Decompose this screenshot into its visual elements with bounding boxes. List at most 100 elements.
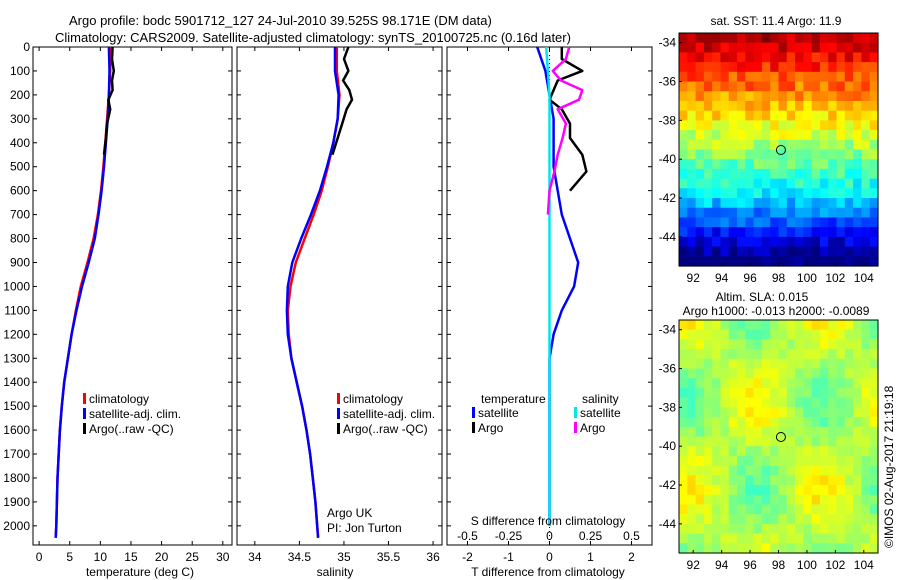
sst-map-cell xyxy=(786,188,796,199)
sst-map-cell xyxy=(745,130,755,141)
sla-map-cell xyxy=(778,533,788,544)
sst-map-cell xyxy=(737,33,746,44)
salinity-legend-swatch xyxy=(337,393,340,404)
sla-map-cell xyxy=(687,475,697,486)
sla-map-cell xyxy=(819,475,829,486)
sst-map-cell xyxy=(844,110,854,121)
sla-map-cell xyxy=(861,494,871,506)
sst-map-cell xyxy=(720,246,730,257)
sst-map-cell xyxy=(712,198,722,209)
salinity-satellite-line xyxy=(285,47,340,538)
sst-map-cell xyxy=(695,246,705,257)
sla-map-cell xyxy=(728,349,738,360)
sst-map-cell xyxy=(803,217,813,228)
sla-map-cell xyxy=(853,368,863,379)
sla-map-cell xyxy=(853,465,863,476)
sla-map-cell xyxy=(853,407,863,418)
sla-map-cell xyxy=(695,368,705,379)
sst-map-cell xyxy=(679,139,688,151)
sla-map-cell xyxy=(853,485,863,496)
sla-map-cell xyxy=(679,485,688,496)
sst-map-cell xyxy=(836,33,846,44)
sst-map-cell xyxy=(679,91,688,102)
sla-map-cell xyxy=(861,426,871,438)
salinity-legend-swatch xyxy=(337,423,340,434)
sst-map-cell xyxy=(836,100,846,112)
sst-map-cell xyxy=(703,91,713,102)
sst-map-cell xyxy=(844,71,854,83)
sst-map-cell xyxy=(853,207,863,219)
sst-map-cell xyxy=(786,246,796,257)
sst-map-cell xyxy=(828,71,838,83)
sla-map-cell xyxy=(753,436,763,447)
sst-map-cell xyxy=(819,100,829,112)
sla-map-cell xyxy=(786,349,796,360)
sla-map-cell xyxy=(695,475,705,486)
sst-map-cell xyxy=(778,110,788,121)
sla-map-cell xyxy=(720,533,730,544)
sst-map-cell xyxy=(761,227,771,238)
sla-map-cell xyxy=(836,407,846,418)
sla-map-cell xyxy=(869,329,879,341)
sla-map-cell xyxy=(803,446,813,457)
sst-map-cell xyxy=(844,236,854,248)
sla-map-cell xyxy=(869,426,879,438)
sst-map-cell xyxy=(753,52,763,63)
sla-map-cell xyxy=(687,543,697,554)
sla-map-cell xyxy=(795,465,804,476)
sla-map-cell xyxy=(853,329,863,341)
sla-map-cell xyxy=(803,475,813,486)
sst-map-cell xyxy=(703,81,713,92)
temperature-ytick-label: 0 xyxy=(23,40,30,54)
sst-map-ytick-label: -42 xyxy=(659,191,677,205)
sla-map-cell xyxy=(737,339,746,350)
sla-map-cell xyxy=(745,407,755,418)
sst-map-cell xyxy=(753,159,763,170)
sst-map-cell xyxy=(786,130,796,141)
temperature-legend-label: Argo(..raw -QC) xyxy=(89,422,174,436)
sla-map-cell xyxy=(853,523,863,535)
sla-map-cell xyxy=(836,329,846,341)
sst-map-cell xyxy=(861,198,871,209)
sla-map-cell xyxy=(770,368,780,379)
difference-xtick-label: 2 xyxy=(628,550,635,564)
sst-map-cell xyxy=(811,62,821,73)
sla-map-cell xyxy=(853,494,863,506)
difference-salinity-argo-line xyxy=(546,46,584,215)
sst-map-cell xyxy=(828,91,838,102)
sst-map-cell xyxy=(728,81,738,92)
sst-map-cell xyxy=(703,188,713,199)
sst-map-cell xyxy=(761,52,771,63)
sst-map-cell xyxy=(795,207,804,219)
sla-map-cell xyxy=(687,465,697,476)
temperature-ytick-label: 1000 xyxy=(3,279,30,293)
temperature-ytick-label: 400 xyxy=(10,136,30,150)
sla-map-cell xyxy=(811,417,821,428)
sst-map-cell xyxy=(753,130,763,141)
sst-map-cell xyxy=(786,42,796,54)
sst-map-cell xyxy=(795,188,804,199)
sla-map-cell xyxy=(737,320,746,331)
sst-map-cell xyxy=(737,71,746,83)
sst-map-cell xyxy=(869,149,879,160)
sst-map-cell xyxy=(803,33,813,44)
sla-map-cell xyxy=(737,514,746,525)
temperature-ytick-label: 1700 xyxy=(3,447,30,461)
sla-map-cell xyxy=(728,465,738,476)
sla-map-cell xyxy=(770,320,780,331)
sst-map-cell xyxy=(728,236,738,248)
sla-map-cell xyxy=(795,514,804,525)
sla-map-cell xyxy=(720,514,730,525)
sla-map-cell xyxy=(869,397,879,408)
sla-map-cell xyxy=(803,387,813,399)
sla-map-cell xyxy=(803,533,813,544)
sla-map-cell xyxy=(803,320,813,331)
sla-map-cell xyxy=(737,349,746,360)
sla-map-cell xyxy=(819,320,829,331)
sst-map-cell xyxy=(737,217,746,228)
sst-map-cell xyxy=(811,91,821,102)
sst-map-cell xyxy=(803,178,813,189)
sla-map-cell xyxy=(861,358,871,370)
sla-map-cell xyxy=(695,465,705,476)
sst-map-xtick-label: 98 xyxy=(772,271,786,285)
